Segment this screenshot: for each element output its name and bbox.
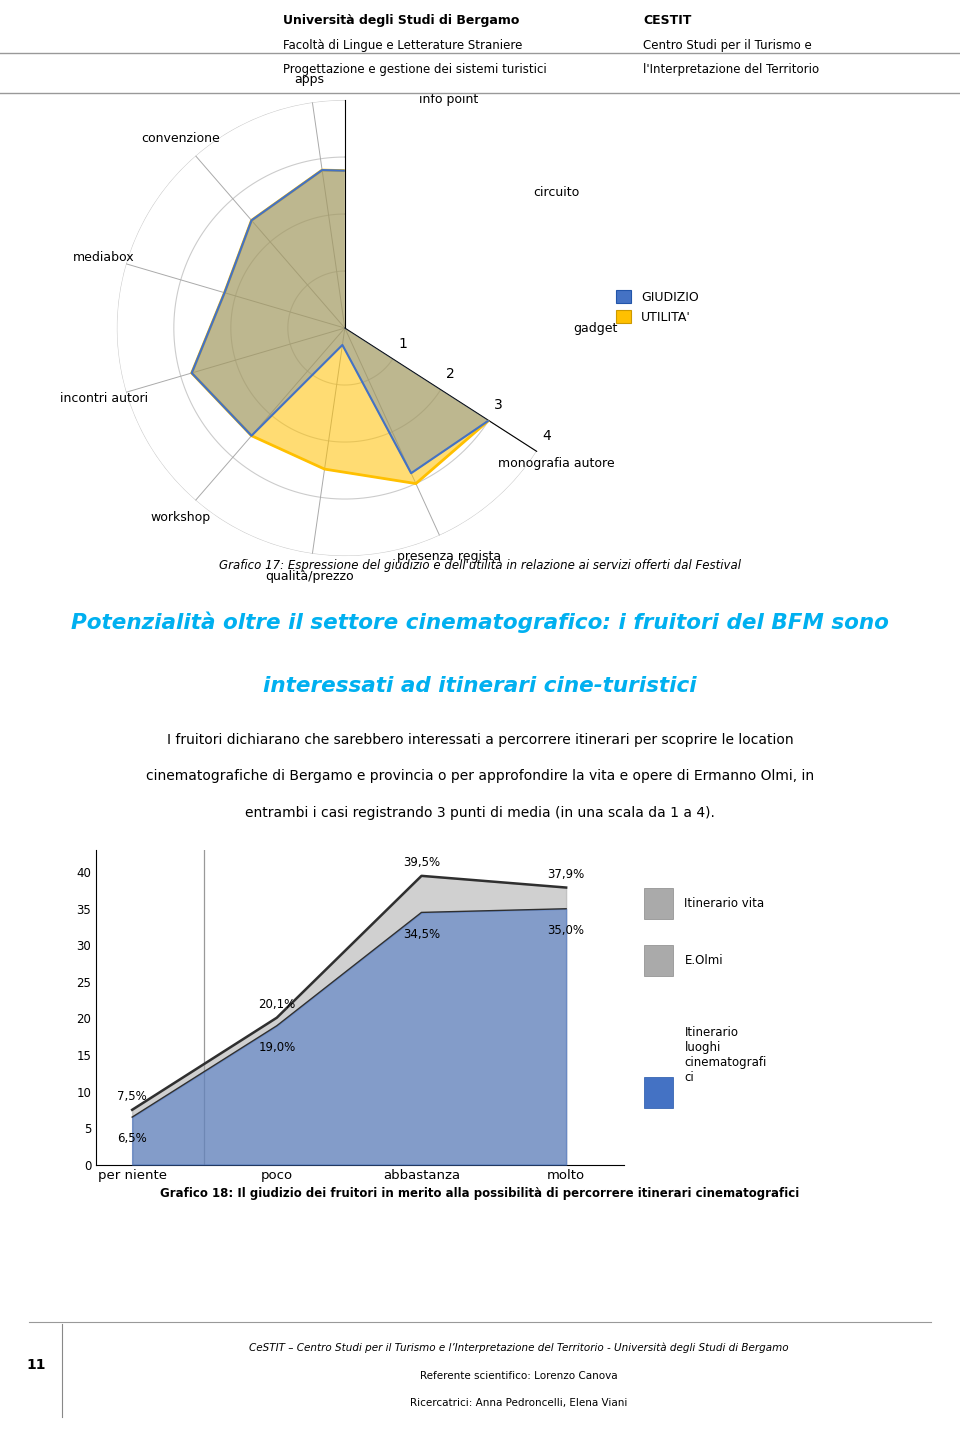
Text: CESTIT: CESTIT	[643, 14, 691, 27]
Text: Ricercatrici: Anna Pedroncelli, Elena Viani: Ricercatrici: Anna Pedroncelli, Elena Vi…	[410, 1399, 627, 1409]
Text: Centro Studi per il Turismo e: Centro Studi per il Turismo e	[643, 39, 812, 51]
Polygon shape	[192, 170, 544, 473]
Text: Itinerario
luoghi
cinematografi
ci: Itinerario luoghi cinematografi ci	[684, 1026, 767, 1083]
Text: 39,5%: 39,5%	[403, 856, 440, 869]
Text: 6,5%: 6,5%	[117, 1132, 147, 1146]
Text: cinematografiche di Bergamo e provincia o per approfondire la vita e opere di Er: cinematografiche di Bergamo e provincia …	[146, 769, 814, 783]
Text: CeSTIT – Centro Studi per il Turismo e l’Interpretazione del Territorio - Univer: CeSTIT – Centro Studi per il Turismo e l…	[249, 1342, 788, 1353]
Text: Università degli Studi di Bergamo: Università degli Studi di Bergamo	[283, 14, 519, 27]
Text: Itinerario vita: Itinerario vita	[684, 897, 764, 910]
Text: entrambi i casi registrando 3 punti di media (in una scala da 1 a 4).: entrambi i casi registrando 3 punti di m…	[245, 806, 715, 820]
Text: 11: 11	[27, 1359, 46, 1372]
Text: 7,5%: 7,5%	[117, 1090, 147, 1103]
FancyBboxPatch shape	[644, 887, 673, 919]
Polygon shape	[192, 170, 544, 483]
Text: 20,1%: 20,1%	[258, 997, 296, 1010]
Text: 19,0%: 19,0%	[258, 1040, 296, 1055]
Text: l'Interpretazione del Territorio: l'Interpretazione del Territorio	[643, 63, 819, 76]
Text: E.Olmi: E.Olmi	[684, 953, 723, 967]
Text: Referente scientifico: Lorenzo Canova: Referente scientifico: Lorenzo Canova	[420, 1370, 617, 1380]
Text: Facoltà di Lingue e Letterature Straniere: Facoltà di Lingue e Letterature Stranier…	[283, 39, 522, 51]
Text: Progettazione e gestione dei sistemi turistici: Progettazione e gestione dei sistemi tur…	[283, 63, 547, 76]
Text: I fruitori dichiarano che sarebbero interessati a percorrere itinerari per scopr: I fruitori dichiarano che sarebbero inte…	[167, 733, 793, 747]
Text: 37,9%: 37,9%	[547, 867, 585, 880]
Legend: GIUDIZIO, UTILITA': GIUDIZIO, UTILITA'	[612, 286, 704, 329]
Text: Grafico 17: Espressione del giudizio e dell'utilità in relazione ai servizi offe: Grafico 17: Espressione del giudizio e d…	[219, 559, 741, 573]
Text: Grafico 18: Il giudizio dei fruitori in merito alla possibilità di percorrere it: Grafico 18: Il giudizio dei fruitori in …	[160, 1187, 800, 1200]
Text: Potenzialità oltre il settore cinematografico: i fruitori del BFM sono: Potenzialità oltre il settore cinematogr…	[71, 612, 889, 633]
FancyBboxPatch shape	[644, 945, 673, 976]
Text: 35,0%: 35,0%	[547, 925, 585, 937]
Text: 34,5%: 34,5%	[403, 927, 440, 940]
FancyBboxPatch shape	[644, 1076, 673, 1107]
Text: interessati ad itinerari cine-turistici: interessati ad itinerari cine-turistici	[263, 676, 697, 696]
